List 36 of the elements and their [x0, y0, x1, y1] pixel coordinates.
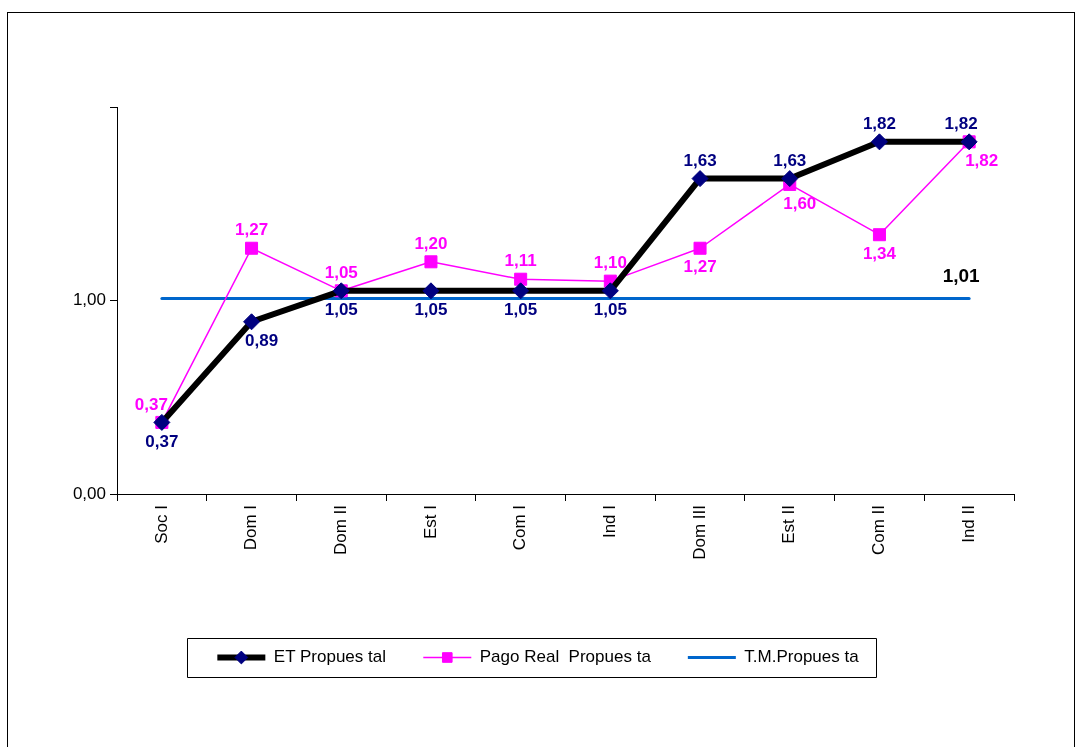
data-label: 1,27 [235, 220, 269, 240]
legend-label: T.M.Propues ta [744, 647, 860, 667]
data-label: 1,20 [414, 233, 448, 253]
x-tick-label: Dom II [330, 505, 350, 556]
data-label: 1,60 [783, 193, 817, 213]
x-tick-label: Ind I [600, 505, 620, 539]
data-label: 0,37 [145, 431, 179, 451]
data-label: 1,05 [593, 300, 627, 320]
data-label: 1,34 [862, 243, 897, 263]
data-label: 1,82 [965, 151, 999, 171]
y-tick-label: 1,00 [72, 290, 106, 310]
data-label: 1,11 [504, 251, 537, 271]
data-label: 1,27 [683, 257, 717, 277]
x-tick-label: Dom I [241, 505, 261, 551]
data-label: 1,82 [862, 114, 896, 134]
y-tick-label: 0,00 [72, 483, 106, 503]
data-label: 1,05 [324, 263, 358, 283]
x-tick-label: Soc I [151, 505, 171, 544]
data-label: 1,82 [944, 114, 978, 134]
data-label: 0,89 [245, 330, 279, 350]
legend-label: Pago Real Propues ta [479, 647, 652, 667]
data-label: 1,05 [414, 300, 448, 320]
legend-label: ET Propues tal [273, 647, 386, 667]
x-tick-label: Ind II [958, 505, 978, 543]
x-tick-label: Dom III [689, 505, 709, 560]
data-label: 1,05 [324, 300, 358, 320]
data-label: 1,63 [773, 150, 807, 170]
x-tick-label: Com II [869, 505, 889, 556]
data-label: 1,05 [504, 300, 538, 320]
x-tick-label: Est II [779, 505, 799, 544]
x-tick-label: Com I [510, 505, 530, 551]
data-label: 0,37 [134, 394, 168, 414]
data-label: 1,10 [593, 253, 627, 273]
x-tick-label: Est I [420, 505, 440, 540]
data-label: 1,01 [942, 265, 981, 287]
data-label: 1,63 [683, 150, 717, 170]
